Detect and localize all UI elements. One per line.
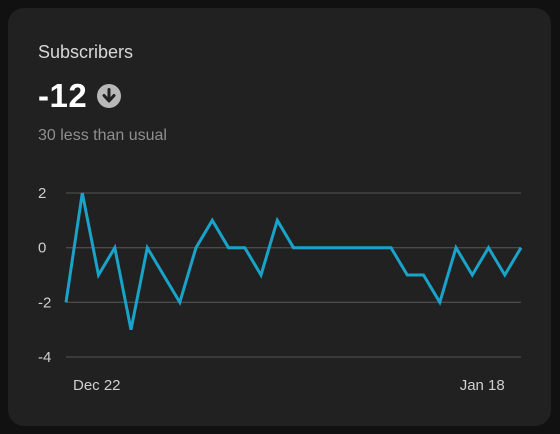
data-point[interactable] bbox=[485, 244, 493, 252]
subscribers-card[interactable]: Subscribers -12 30 less than usual 2 0 -2 -… bbox=[8, 8, 551, 426]
data-point[interactable] bbox=[420, 271, 428, 279]
y-tick-label: -4 bbox=[38, 349, 51, 366]
data-point[interactable] bbox=[225, 244, 233, 252]
data-point[interactable] bbox=[338, 244, 346, 252]
data-point[interactable] bbox=[95, 271, 103, 279]
data-point[interactable] bbox=[290, 244, 298, 252]
data-point[interactable] bbox=[111, 244, 119, 252]
data-point[interactable] bbox=[452, 244, 460, 252]
data-point[interactable] bbox=[403, 271, 411, 279]
data-point[interactable] bbox=[306, 244, 314, 252]
data-point[interactable] bbox=[468, 271, 476, 279]
data-point[interactable] bbox=[517, 244, 525, 252]
x-tick-label: Dec 22 bbox=[73, 377, 121, 394]
data-point[interactable] bbox=[241, 244, 249, 252]
x-tick-label: Jan 18 bbox=[460, 377, 505, 394]
data-point[interactable] bbox=[436, 298, 444, 306]
data-point[interactable] bbox=[127, 326, 135, 334]
data-point[interactable] bbox=[257, 271, 265, 279]
data-point[interactable] bbox=[176, 298, 184, 306]
y-tick-label: 2 bbox=[38, 185, 46, 202]
metric-row: -12 bbox=[38, 77, 122, 114]
data-point[interactable] bbox=[143, 244, 151, 252]
data-point[interactable] bbox=[192, 244, 200, 252]
card-title: Subscribers bbox=[38, 42, 134, 62]
subscribers-line-chart: 2 0 -2 -4 Dec 22 Jan 18 bbox=[38, 185, 525, 394]
comparison-text: 30 less than usual bbox=[38, 127, 167, 144]
data-point[interactable] bbox=[501, 271, 509, 279]
data-point[interactable] bbox=[78, 189, 86, 197]
data-point[interactable] bbox=[387, 244, 395, 252]
data-point[interactable] bbox=[355, 244, 363, 252]
subscribers-series-line bbox=[64, 192, 523, 330]
y-tick-label: 0 bbox=[38, 240, 46, 257]
y-tick-label: -2 bbox=[38, 294, 51, 311]
data-point[interactable] bbox=[273, 216, 281, 224]
data-point[interactable] bbox=[160, 271, 168, 279]
data-point[interactable] bbox=[62, 298, 70, 306]
data-point[interactable] bbox=[322, 244, 330, 252]
metric-value: -12 bbox=[38, 77, 88, 114]
data-point[interactable] bbox=[208, 216, 216, 224]
arrow-down-circle-icon bbox=[97, 84, 122, 108]
data-point[interactable] bbox=[371, 244, 379, 252]
